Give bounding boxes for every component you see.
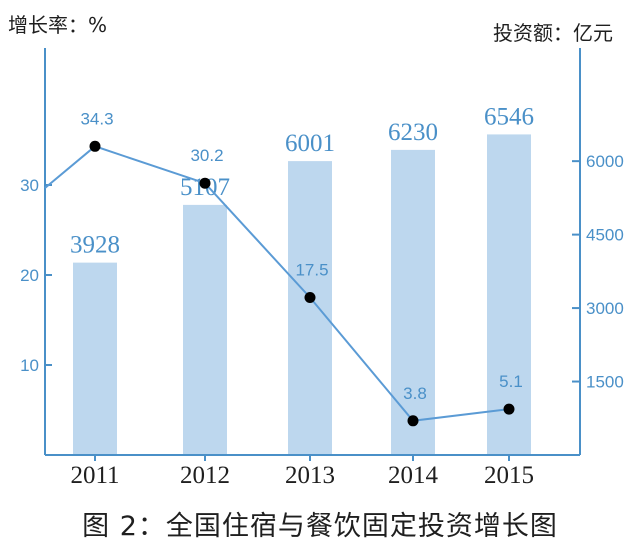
- chart-caption: 图 2：全国住宿与餐饮固定投资增长图: [82, 511, 558, 542]
- bars-layer: 39285107600162306546: [70, 103, 534, 456]
- left-axis-label: 增长率：%: [8, 13, 107, 37]
- growth-point-2014: [407, 415, 419, 427]
- bar-2014: [391, 149, 435, 455]
- growth-point-2013: [304, 292, 316, 303]
- growth-value-label-2011: 34.3: [80, 109, 113, 128]
- right-axis-ticks: 1500 3000 4500 6000: [572, 152, 624, 392]
- right-tick-label-4500: 4500: [586, 226, 624, 245]
- x-tick-label-2012: 2012: [180, 462, 230, 489]
- x-tick-label-2011: 2011: [70, 462, 119, 489]
- growth-value-label-2012: 30.2: [190, 146, 223, 165]
- right-tick-label-6000: 6000: [586, 152, 624, 171]
- growth-point-2012: [199, 177, 211, 189]
- left-tick-label-30: 30: [20, 176, 39, 195]
- bar-2015: [487, 134, 531, 455]
- growth-point-2011: [89, 140, 101, 152]
- growth-value-label-2014: 3.8: [403, 384, 427, 403]
- x-axis-ticks: 2011 2012 2013 2014 2015: [70, 455, 534, 489]
- bar-value-label-2015: 6546: [484, 103, 534, 130]
- bar-2013: [288, 161, 332, 456]
- left-tick-label-10: 10: [20, 356, 39, 375]
- growth-rate-line: [44, 145, 510, 422]
- right-tick-label-3000: 3000: [586, 299, 624, 318]
- growth-line-layer: 34.3 30.2 17.5 3.8 5.1: [44, 109, 523, 427]
- x-tick-label-2014: 2014: [388, 462, 439, 489]
- bar-value-label-2011: 3928: [70, 232, 120, 259]
- bar-value-label-2014: 6230: [388, 119, 438, 146]
- growth-point-2015: [503, 403, 515, 415]
- growth-value-label-2013: 17.5: [295, 261, 328, 280]
- bar-2011: [73, 262, 117, 455]
- bar-value-label-2013: 6001: [285, 130, 335, 157]
- right-axis-label: 投资额：亿元: [493, 21, 613, 45]
- x-tick-label-2013: 2013: [285, 462, 335, 489]
- x-tick-label-2015: 2015: [484, 462, 534, 489]
- left-axis-ticks: 10 20 30: [20, 176, 52, 375]
- right-tick-label-1500: 1500: [586, 373, 624, 392]
- bar-2012: [183, 204, 227, 455]
- growth-value-label-2015: 5.1: [499, 372, 523, 391]
- left-tick-label-20: 20: [20, 266, 39, 285]
